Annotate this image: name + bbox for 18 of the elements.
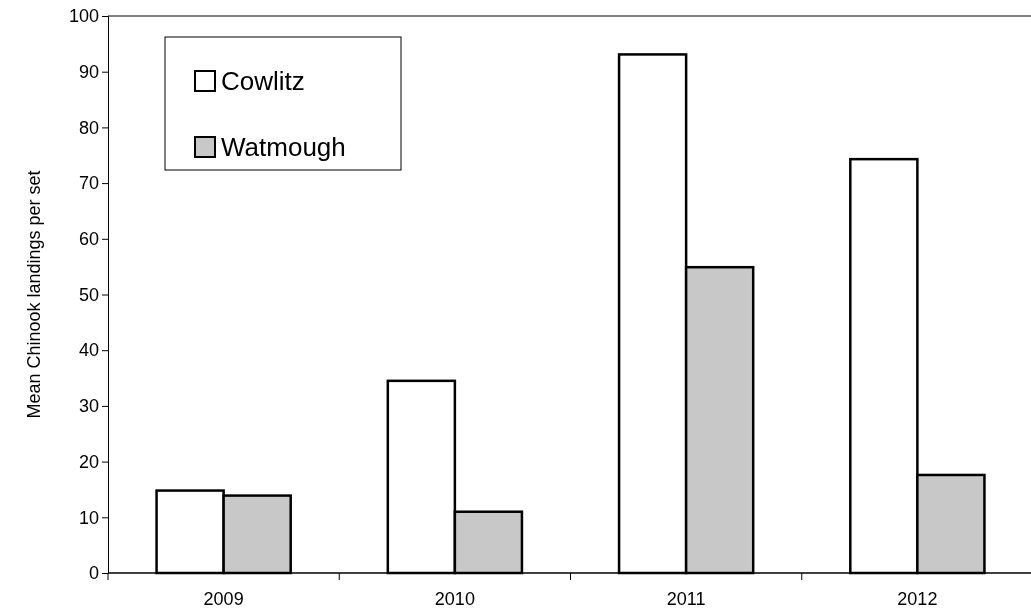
y-tick-label: 50 (78, 284, 99, 305)
legend-label: Cowlitz (221, 66, 305, 96)
y-tick-label: 10 (78, 507, 99, 528)
y-tick-label: 90 (78, 61, 99, 82)
y-tick-label: 100 (68, 6, 99, 27)
y-tick-label: 30 (78, 396, 99, 417)
y-tick-label: 60 (78, 229, 99, 250)
y-axis-title: Mean Chinook landings per set (24, 170, 44, 419)
y-tick-label: 20 (78, 451, 99, 472)
y-tick-label: 40 (78, 340, 99, 361)
x-tick-label: 2009 (203, 589, 244, 609)
y-tick-label: 70 (78, 173, 99, 194)
x-tick-label: 2010 (434, 589, 475, 609)
x-tick-label: 2011 (666, 589, 706, 609)
legend-label: Watmough (221, 132, 346, 162)
x-tick-label: 2012 (897, 589, 938, 609)
y-tick-label: 0 (88, 563, 99, 584)
y-tick-label: 80 (78, 117, 99, 138)
